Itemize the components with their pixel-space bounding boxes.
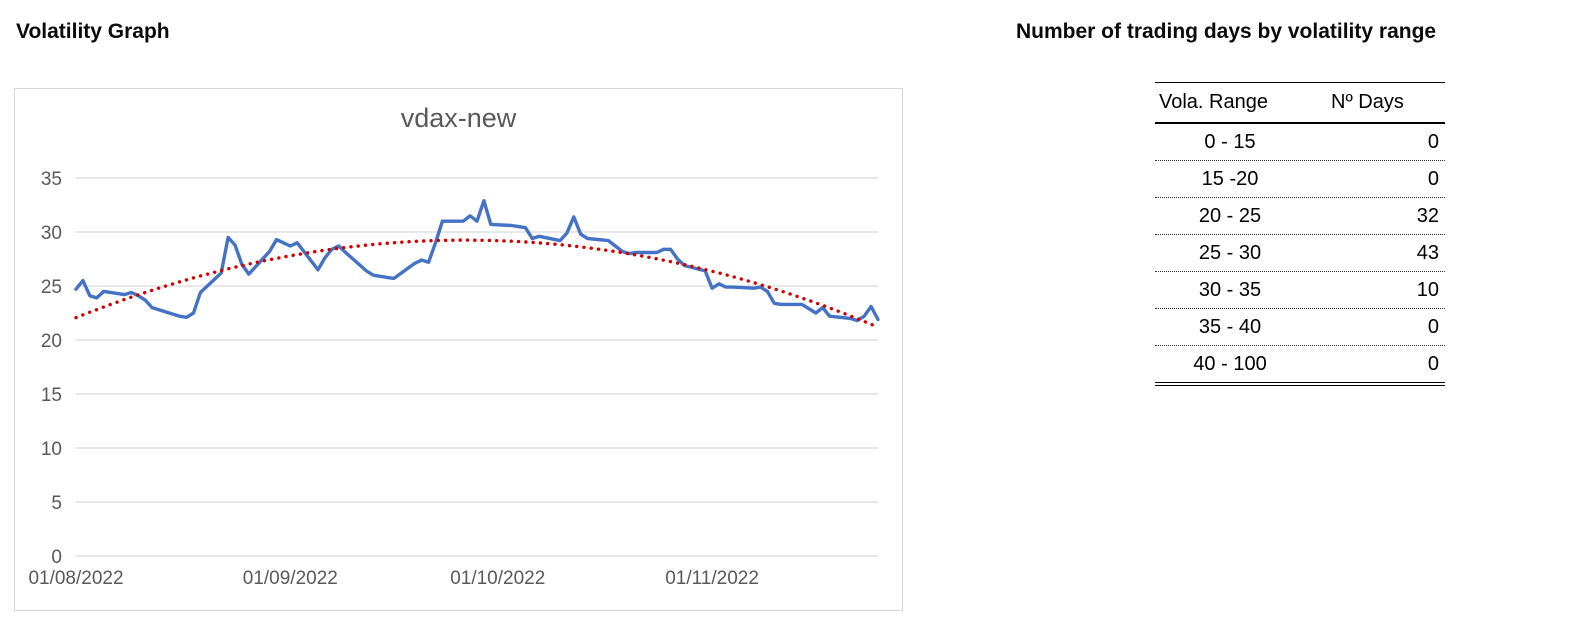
table-row: 0 - 15 0: [1155, 124, 1445, 160]
y-axis-tick-label: 20: [41, 331, 62, 352]
table-header-row: Vola. Range Nº Days: [1155, 83, 1445, 124]
table-row: 35 - 40 0: [1155, 308, 1445, 345]
days-cell: 10: [1416, 278, 1439, 301]
table-row: 15 -20 0: [1155, 160, 1445, 197]
table-row: 30 - 35 10: [1155, 271, 1445, 308]
vdax-series-line: [74, 198, 880, 323]
days-cell: 32: [1416, 204, 1439, 227]
y-axis-tick-label: 0: [51, 547, 62, 568]
x-axis-tick-label: 01/09/2022: [243, 568, 338, 589]
range-cell: 15 -20: [1201, 167, 1259, 190]
days-cell: 0: [1427, 130, 1439, 153]
y-axis-tick-label: 25: [41, 277, 62, 298]
days-cell: 43: [1416, 241, 1439, 264]
chart-title: vdax-new: [400, 103, 517, 133]
range-cell: 0 - 15: [1204, 130, 1256, 153]
trading-days-heading: Number of trading days by volatility ran…: [1016, 20, 1437, 43]
x-axis-tick-label: 01/08/2022: [28, 568, 123, 589]
x-axis-tick-label: 01/10/2022: [450, 568, 545, 589]
table-row: 20 - 25 32: [1155, 197, 1445, 234]
range-cell: 40 - 100: [1193, 352, 1267, 375]
days-cell: 0: [1427, 352, 1439, 375]
y-axis-tick-label: 30: [41, 223, 62, 244]
vdax-chart-plot: 0 5 10 15 20 25 30 35 01/08/2022 01/09/2022 01/10/…: [28, 169, 880, 589]
y-axis-tick-label: 35: [41, 169, 62, 190]
vdax-chart: vdax-new 0 5 10 15 20 25 30 35 01/08/2022 01/09/2…: [14, 88, 903, 611]
days-cell: 0: [1427, 167, 1439, 190]
range-cell: 35 - 40: [1198, 315, 1262, 338]
table-row: 40 - 100 0: [1155, 345, 1445, 386]
volatility-range-table: Vola. Range Nº Days 0 - 15 0 15 -20 0 20…: [1155, 82, 1445, 386]
column-header-vola-range: Vola. Range: [1159, 91, 1268, 113]
days-cell: 0: [1427, 315, 1439, 338]
y-axis-tick-label: 10: [41, 439, 62, 460]
trendline-dotted: [74, 238, 880, 329]
x-axis-tick-label: 01/11/2022: [665, 568, 759, 589]
range-cell: 25 - 30: [1198, 241, 1262, 264]
column-header-days: Nº Days: [1331, 91, 1404, 113]
volatility-graph-heading: Volatility Graph: [16, 20, 170, 43]
table-row: 25 - 30 43: [1155, 234, 1445, 271]
y-axis-tick-label: 15: [41, 385, 62, 406]
y-axis-tick-label: 5: [51, 493, 62, 514]
range-cell: 30 - 35: [1198, 278, 1262, 301]
range-cell: 20 - 25: [1198, 204, 1262, 227]
